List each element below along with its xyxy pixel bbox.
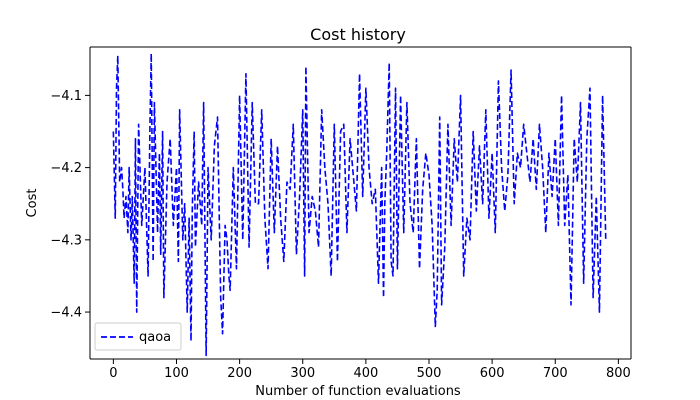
x-ticks: 0 100 200 300 400 500 600 700 800 — [109, 359, 631, 381]
x-tick-label: 300 — [290, 366, 315, 381]
series-line-qaoa — [112, 52, 607, 357]
chart-title: Cost history — [310, 25, 406, 44]
x-axis-label: Number of function evaluations — [255, 384, 461, 399]
plot-background — [90, 47, 631, 359]
series-layer — [112, 52, 607, 357]
x-tick-label: 400 — [353, 366, 378, 381]
y-tick-label: −4.3 — [50, 233, 82, 248]
axes-layer — [89, 46, 632, 360]
y-tick-label: −4.4 — [50, 306, 82, 321]
x-tick-label: 200 — [227, 366, 252, 381]
x-tick-label: 500 — [417, 366, 442, 381]
y-ticks: −4.4 −4.3 −4.2 −4.1 — [50, 89, 90, 321]
y-tick-label: −4.2 — [50, 161, 82, 176]
x-tick-label: 100 — [164, 366, 189, 381]
x-tick-label: 0 — [109, 366, 117, 381]
plot-area: 0 100 200 300 400 500 600 700 800 −4.4−4.3−4.2−4… — [50, 46, 632, 381]
y-axis-label: Cost — [25, 189, 40, 218]
legend: qaoa — [94, 322, 182, 351]
x-tick-label: 800 — [606, 366, 631, 381]
x-tick-label: 600 — [480, 366, 505, 381]
x-tick-label: 700 — [543, 366, 568, 381]
legend-box — [94, 322, 182, 351]
y-tick-label: −4.1 — [50, 89, 82, 104]
legend-label-qaoa: qaoa — [139, 330, 171, 345]
